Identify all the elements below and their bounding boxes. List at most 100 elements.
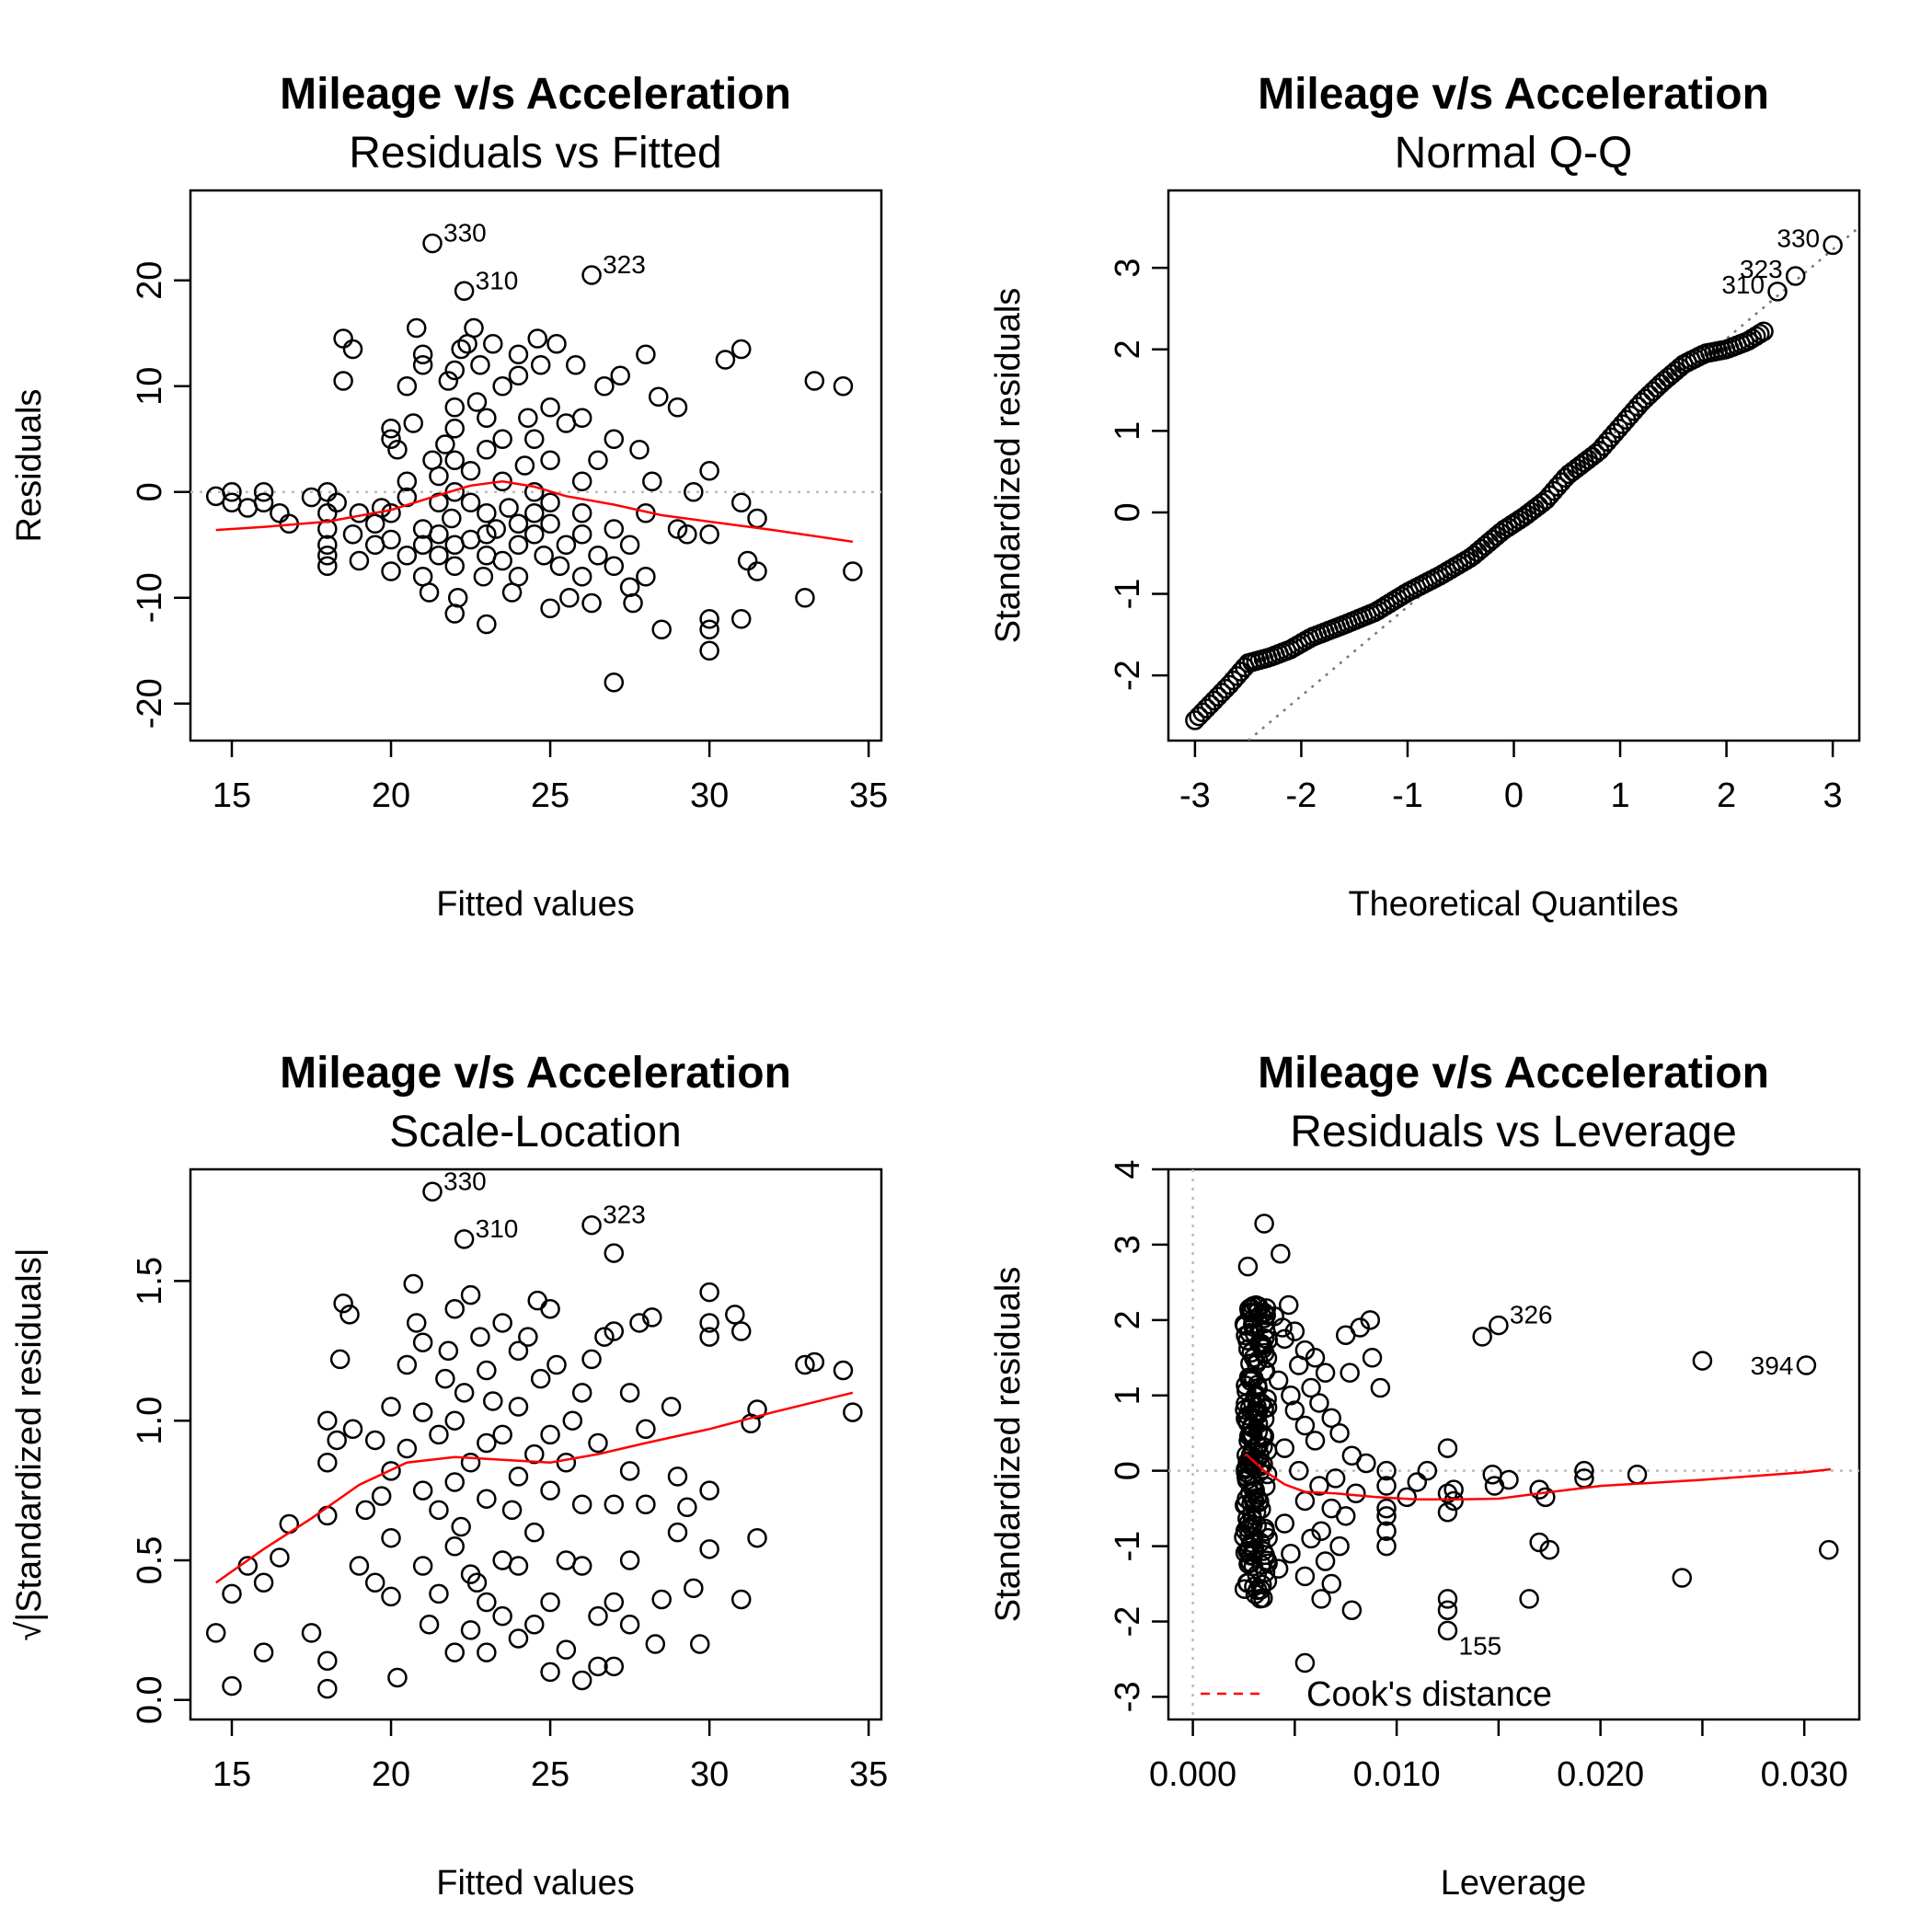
y-tick-label: 1 bbox=[1109, 421, 1147, 441]
data-point bbox=[556, 1452, 577, 1473]
x-tick-label: 30 bbox=[690, 776, 729, 815]
data-point bbox=[381, 1586, 401, 1607]
data-point bbox=[604, 1592, 625, 1613]
data-point bbox=[406, 317, 427, 339]
point-label: 330 bbox=[443, 1167, 487, 1195]
y-tick-label: -3 bbox=[1109, 1682, 1147, 1713]
data-point bbox=[699, 1539, 719, 1559]
data-point bbox=[1539, 1539, 1560, 1560]
data-point bbox=[667, 1522, 688, 1543]
y-tick-label: 1.0 bbox=[131, 1397, 169, 1445]
data-point bbox=[342, 1419, 363, 1440]
data-point bbox=[581, 1214, 602, 1236]
data-point bbox=[1236, 1489, 1257, 1509]
data-point bbox=[371, 498, 392, 518]
data-point bbox=[508, 365, 529, 385]
y-tick-label: -20 bbox=[131, 678, 169, 729]
panel-2-subtitle: Normal Q-Q bbox=[1395, 129, 1633, 178]
smooth-line bbox=[1245, 1453, 1832, 1501]
data-point bbox=[454, 1383, 475, 1403]
x-tick-label: 1 bbox=[1610, 776, 1629, 815]
data-point bbox=[1305, 1431, 1326, 1451]
data-point bbox=[317, 1650, 338, 1672]
data-point bbox=[730, 609, 752, 629]
data-point bbox=[508, 1397, 529, 1417]
plot-area bbox=[1168, 1169, 1859, 1719]
data-point bbox=[833, 376, 854, 397]
data-point bbox=[843, 561, 863, 581]
data-point bbox=[477, 1642, 497, 1662]
data-point bbox=[1519, 1589, 1539, 1609]
data-point bbox=[804, 1351, 825, 1373]
data-point bbox=[460, 1620, 481, 1640]
point-label: 310 bbox=[476, 1214, 519, 1243]
data-point bbox=[460, 1452, 481, 1473]
data-point bbox=[571, 503, 592, 523]
data-point bbox=[333, 371, 353, 391]
x-tick-label: 20 bbox=[372, 776, 410, 815]
data-point bbox=[715, 350, 736, 370]
data-point bbox=[381, 561, 401, 581]
legend-label: Cook's distance bbox=[1306, 1675, 1552, 1714]
data-point bbox=[619, 1461, 640, 1481]
data-point bbox=[571, 1556, 592, 1576]
data-point bbox=[747, 1399, 767, 1420]
data-point bbox=[1376, 1521, 1397, 1541]
data-point bbox=[355, 1500, 376, 1521]
data-point bbox=[406, 1313, 427, 1333]
x-tick-label: 25 bbox=[531, 1755, 569, 1794]
data-point bbox=[1535, 1487, 1556, 1508]
smooth-line bbox=[215, 480, 854, 544]
data-point bbox=[1499, 1469, 1519, 1490]
data-point bbox=[1823, 235, 1843, 256]
y-tick-label: 20 bbox=[131, 261, 169, 300]
data-point bbox=[549, 556, 570, 576]
data-point bbox=[677, 524, 697, 545]
x-tick-label: 15 bbox=[213, 776, 251, 815]
y-tick-label: -1 bbox=[1109, 1531, 1147, 1562]
point-label: 323 bbox=[1740, 255, 1783, 283]
data-point bbox=[1672, 1568, 1693, 1588]
data-point bbox=[594, 376, 615, 397]
data-point bbox=[699, 1313, 719, 1333]
data-point bbox=[397, 546, 418, 566]
data-point bbox=[429, 466, 449, 487]
point-label: 330 bbox=[443, 219, 487, 247]
data-point bbox=[524, 1443, 545, 1465]
panel-1-xlabel: Fitted values bbox=[436, 885, 634, 924]
data-point bbox=[222, 1583, 242, 1604]
data-point bbox=[508, 535, 529, 555]
data-point bbox=[619, 535, 640, 555]
data-point bbox=[412, 1332, 433, 1352]
data-point bbox=[1692, 1351, 1713, 1371]
data-point bbox=[699, 640, 719, 661]
x-tick-label: 2 bbox=[1717, 776, 1736, 815]
data-point bbox=[518, 1327, 538, 1347]
data-point bbox=[642, 1307, 662, 1328]
x-tick-label: 0.020 bbox=[1557, 1755, 1644, 1794]
data-point bbox=[1294, 1566, 1316, 1587]
x-tick-label: 0.000 bbox=[1149, 1755, 1236, 1794]
data-point bbox=[1305, 1348, 1326, 1368]
y-tick-label: 0 bbox=[131, 482, 169, 501]
data-point bbox=[492, 471, 512, 491]
data-point bbox=[317, 519, 338, 539]
data-point bbox=[447, 588, 468, 608]
data-point bbox=[604, 1243, 625, 1263]
data-point bbox=[1301, 1377, 1321, 1398]
data-point bbox=[483, 334, 503, 354]
data-point bbox=[610, 365, 630, 385]
panel-3-frame bbox=[189, 1167, 883, 1721]
panel-2-ylabel: Standardized residuals bbox=[989, 288, 1028, 644]
data-point bbox=[540, 1592, 560, 1613]
data-point bbox=[1321, 1408, 1341, 1429]
data-point bbox=[508, 1466, 529, 1487]
data-point bbox=[492, 1313, 512, 1333]
data-point bbox=[1254, 1308, 1274, 1328]
data-point bbox=[645, 1634, 666, 1654]
panel-3-title: Mileage v/s Acceleration bbox=[280, 1049, 791, 1098]
data-point bbox=[1325, 1468, 1346, 1489]
point-label: 330 bbox=[1777, 224, 1820, 252]
